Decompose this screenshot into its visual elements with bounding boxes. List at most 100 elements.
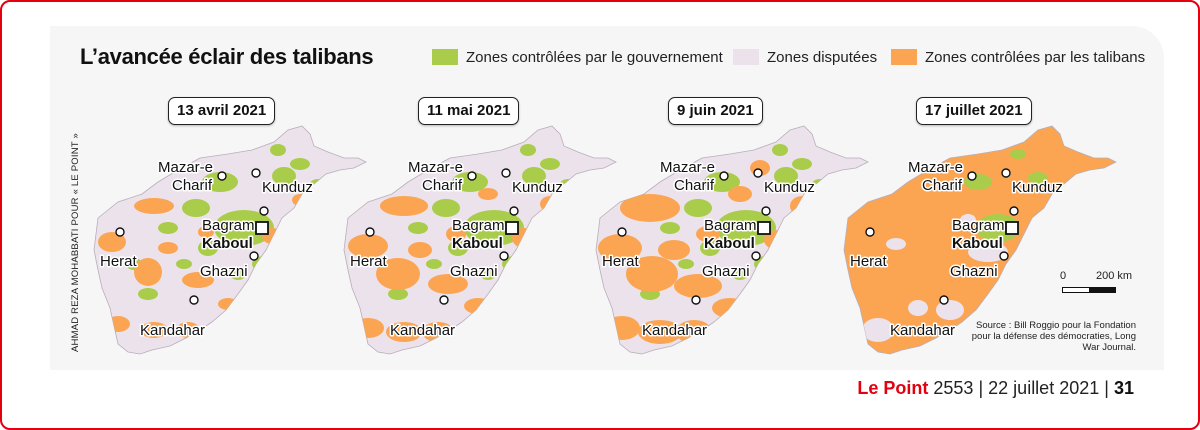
capital-marker	[757, 221, 771, 235]
gov-zone	[198, 240, 218, 256]
date-label-may: 11 mai 2021	[418, 97, 520, 125]
disputed-zone	[886, 238, 906, 250]
legend-swatch-taliban	[891, 49, 917, 65]
gov-zone	[230, 268, 246, 280]
taliban-zone	[620, 194, 680, 222]
city-marker-bagram	[259, 206, 269, 216]
gov-zone	[158, 222, 178, 234]
taliban-zone	[158, 242, 178, 254]
legend-taliban: Zones contrôlées par les talibans	[891, 46, 1145, 68]
page-footer: Le Point 2553 | 22 juillet 2021 | 31	[857, 378, 1134, 399]
legend-swatch-disputed	[733, 49, 759, 65]
taliban-zone	[408, 242, 432, 258]
taliban-zone	[626, 256, 678, 292]
gov-zone	[792, 158, 812, 170]
gov-zone	[426, 259, 442, 269]
disputed-zone	[862, 318, 894, 342]
city-label-kaboul: Kaboul	[202, 235, 253, 252]
city-marker-mazar	[217, 171, 227, 181]
city-label-kaboul: Kaboul	[704, 235, 755, 252]
city-label-kandahar: Kandahar	[390, 322, 455, 339]
gov-zone	[660, 222, 680, 234]
gov-zone	[182, 199, 210, 217]
city-marker-ghazni	[499, 251, 509, 261]
gov-zone	[452, 172, 488, 192]
disputed-zone	[968, 242, 1008, 262]
city-marker-bagram	[509, 206, 519, 216]
zones-april	[98, 144, 326, 338]
gov-zone	[464, 210, 524, 246]
city-marker-mazar	[467, 171, 477, 181]
city-label-ghazni: Ghazni	[702, 263, 750, 280]
disputed-zone	[908, 300, 928, 316]
city-label-bagram: Bagram	[952, 217, 1005, 234]
taliban-zone	[140, 322, 168, 338]
capital-marker	[505, 221, 519, 235]
city-marker-herat	[365, 227, 375, 237]
city-label-bagram: Bagram	[704, 217, 757, 234]
city-marker-kandahar	[189, 295, 199, 305]
gov-zone	[700, 240, 720, 256]
city-label-kunduz: Kunduz	[1012, 179, 1063, 196]
gov-zone	[1028, 172, 1048, 184]
taliban-zone	[464, 298, 492, 314]
gov-zone	[684, 199, 712, 217]
city-marker-mazar	[719, 171, 729, 181]
gov-zone	[270, 144, 286, 156]
gov-zone	[540, 158, 560, 170]
magazine-brand: Le Point	[857, 378, 929, 398]
taliban-zone	[598, 234, 642, 262]
city-marker-herat	[617, 227, 627, 237]
city-marker-bagram	[1009, 206, 1019, 216]
city-marker-kunduz	[501, 168, 511, 178]
city-label-kunduz: Kunduz	[764, 179, 815, 196]
taliban-zone	[380, 196, 428, 216]
city-label-mazar-1: Mazar-e	[908, 159, 963, 176]
city-label-kunduz: Kunduz	[512, 179, 563, 196]
gov-zone	[448, 240, 468, 256]
legend-label-disputed: Zones disputées	[767, 48, 878, 66]
city-marker-kunduz	[753, 168, 763, 178]
legend-label-taliban: Zones contrôlées par les talibans	[925, 48, 1146, 66]
taliban-zone	[658, 240, 690, 260]
gov-zone	[388, 288, 408, 300]
city-marker-ghazni	[999, 251, 1009, 261]
taliban-zone	[778, 266, 802, 286]
taliban-zone	[218, 298, 238, 310]
gov-zone	[704, 172, 740, 192]
disputed-zone	[960, 214, 976, 226]
gov-zone	[176, 259, 192, 269]
city-marker-herat	[115, 227, 125, 237]
taliban-zone	[638, 320, 682, 344]
legend-disputed: Zones disputées	[733, 46, 877, 68]
gov-zone	[272, 167, 296, 185]
date-label-july: 17 juillet 2021	[916, 97, 1032, 125]
scale-bar-graphic	[1062, 287, 1116, 293]
disputed-zone	[1036, 214, 1052, 226]
taliban-zone	[376, 258, 420, 290]
city-label-herat: Herat	[850, 253, 888, 270]
issue-date: 22 juillet 2021	[988, 378, 1100, 398]
city-label-bagram: Bagram	[202, 217, 255, 234]
taliban-zone	[540, 196, 560, 212]
taliban-zone	[728, 186, 752, 202]
gov-zone	[520, 144, 536, 156]
city-label-herat: Herat	[350, 253, 388, 270]
country-base-july	[843, 125, 1117, 355]
city-marker-bagram	[761, 206, 771, 216]
scale-bar: 0 200 km	[1058, 270, 1148, 306]
taliban-zone	[198, 226, 214, 238]
city-label-kunduz: Kunduz	[262, 179, 313, 196]
gov-zone	[290, 158, 310, 170]
city-label-herat: Herat	[602, 253, 640, 270]
gov-zone	[138, 288, 158, 300]
footer-separator-2: |	[1104, 378, 1109, 398]
taliban-zone	[478, 188, 498, 200]
taliban-zone	[106, 316, 130, 332]
taliban-zone	[386, 322, 422, 342]
city-label-herat: Herat	[100, 253, 138, 270]
city-marker-kandahar	[939, 295, 949, 305]
